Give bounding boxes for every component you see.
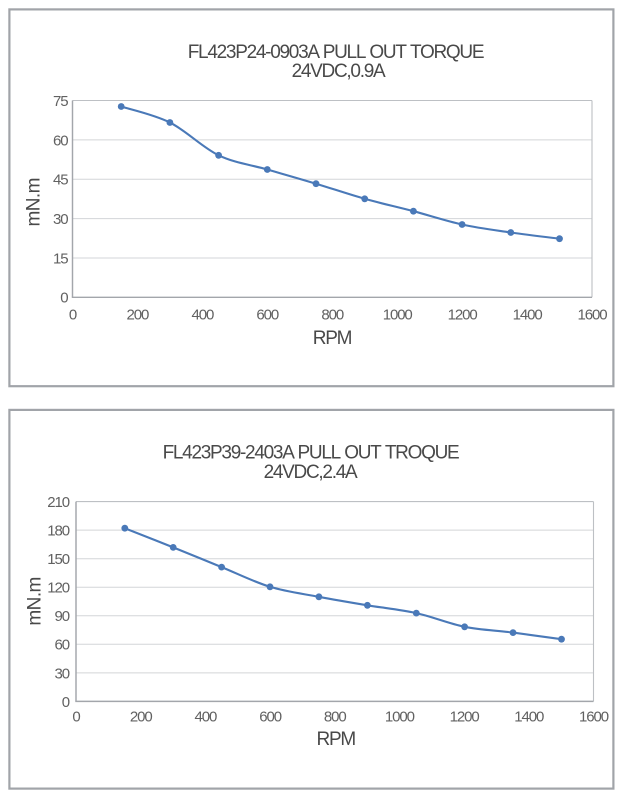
- svg-text:200: 200: [127, 307, 149, 324]
- svg-text:800: 800: [324, 709, 346, 726]
- svg-text:15: 15: [53, 250, 68, 267]
- svg-text:1400: 1400: [513, 307, 543, 324]
- svg-text:800: 800: [321, 307, 343, 324]
- svg-text:0: 0: [72, 709, 80, 726]
- svg-text:24VDC,2.4A: 24VDC,2.4A: [264, 462, 358, 483]
- svg-text:RPM: RPM: [313, 328, 352, 349]
- svg-text:0: 0: [69, 307, 77, 324]
- svg-text:45: 45: [53, 172, 68, 189]
- svg-text:60: 60: [55, 637, 70, 654]
- svg-text:mN.m: mN.m: [25, 577, 46, 625]
- svg-text:90: 90: [55, 608, 70, 625]
- svg-text:200: 200: [130, 709, 152, 726]
- svg-text:600: 600: [256, 307, 278, 324]
- svg-text:400: 400: [195, 709, 217, 726]
- svg-text:600: 600: [259, 709, 281, 726]
- svg-text:1200: 1200: [448, 307, 478, 324]
- svg-text:1000: 1000: [385, 709, 415, 726]
- svg-text:24VDC,0.9A: 24VDC,0.9A: [292, 61, 386, 82]
- svg-text:30: 30: [55, 665, 70, 682]
- svg-text:0: 0: [62, 694, 70, 711]
- svg-text:210: 210: [47, 494, 69, 511]
- svg-text:1600: 1600: [579, 709, 609, 726]
- svg-text:120: 120: [47, 580, 69, 597]
- svg-text:30: 30: [53, 211, 68, 228]
- svg-text:1200: 1200: [450, 709, 480, 726]
- svg-text:75: 75: [53, 93, 68, 110]
- svg-text:mN.m: mN.m: [24, 178, 45, 226]
- svg-text:60: 60: [53, 132, 68, 149]
- svg-text:150: 150: [47, 551, 69, 568]
- svg-text:FL423P24-0903A PULL OUT TORQUE: FL423P24-0903A PULL OUT TORQUE: [188, 42, 484, 63]
- svg-text:1400: 1400: [514, 709, 544, 726]
- svg-text:400: 400: [192, 307, 214, 324]
- svg-text:180: 180: [47, 523, 69, 540]
- svg-text:RPM: RPM: [317, 729, 356, 750]
- svg-text:1000: 1000: [383, 307, 413, 324]
- svg-text:0: 0: [60, 290, 68, 307]
- svg-text:1600: 1600: [578, 307, 608, 324]
- svg-text:FL423P39-2403A PULL OUT TROQUE: FL423P39-2403A PULL OUT TROQUE: [163, 443, 459, 464]
